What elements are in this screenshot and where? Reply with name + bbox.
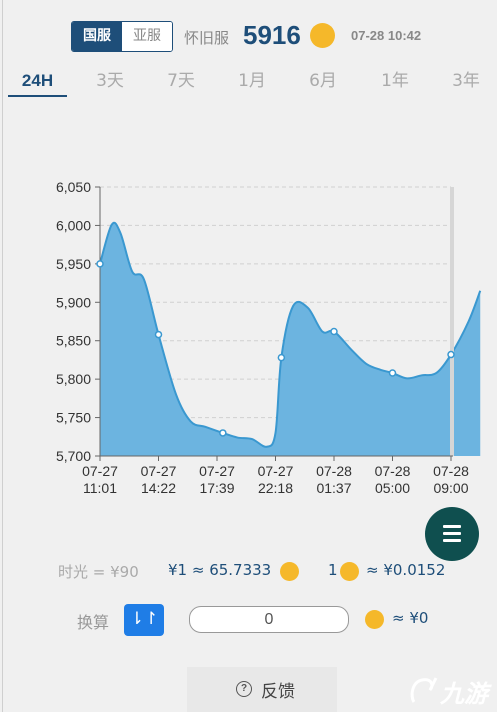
tab-1m[interactable]: 1月 [238, 71, 266, 91]
region-tab-asia[interactable]: 亚服 [122, 22, 172, 51]
amount-input[interactable] [189, 606, 349, 633]
header: 国服 亚服 怀旧服 5916 07-28 10:42 [0, 20, 497, 52]
time-rate-text: 时光 = ¥90 [58, 563, 139, 581]
data-point [330, 327, 338, 336]
gold-coin-icon [310, 23, 335, 48]
x-tick-date: 07-27 [141, 463, 177, 479]
x-tick-date: 07-27 [258, 463, 294, 479]
data-point [277, 353, 286, 362]
data-point [96, 260, 104, 268]
x-tick-date: 07-28 [316, 463, 352, 479]
data-point [154, 330, 163, 339]
y-tick-label: 6,000 [56, 217, 91, 233]
swap-button[interactable]: ⇂↾ [124, 604, 164, 636]
y-tick-label: 5,700 [56, 448, 91, 464]
gold-to-rmb-rate: ≈ ¥0.0152 [366, 561, 446, 579]
page-edge-divider [2, 0, 3, 712]
y-tick-label: 5,800 [56, 371, 91, 387]
tab-3d[interactable]: 3天 [96, 71, 124, 91]
price-chart: 5,700 5,750 5,800 5,850 5,900 5,950 6,000 6,050… [56, 179, 482, 496]
x-tick-date: 07-27 [199, 463, 235, 479]
x-tick-time: 14:22 [141, 480, 176, 496]
timestamp: 07-28 10:42 [351, 28, 422, 43]
x-tick-time: 01:37 [316, 480, 351, 496]
menu-button[interactable] [425, 507, 479, 561]
converter: 换算 ⇂↾ ≈ ¥0 [0, 604, 497, 636]
gold-coin-icon [340, 562, 359, 581]
watermark-logo: 九游 [410, 677, 492, 708]
exchange-rates: 时光 = ¥90 ¥1 ≈ 65.7333 1 ≈ ¥0.0152 [0, 561, 497, 583]
swap-icon: ⇂↾ [129, 609, 159, 629]
x-tick-time: 17:39 [199, 480, 234, 496]
region-toggle: 国服 亚服 [71, 21, 173, 52]
gold-coin-icon [280, 562, 299, 581]
tab-3y[interactable]: 3年 [452, 71, 480, 91]
conversion-result: ≈ ¥0 [392, 609, 429, 627]
tab-24h[interactable]: 24H [21, 71, 54, 90]
tab-6m[interactable]: 6月 [309, 71, 337, 91]
x-tick-date: 07-27 [82, 463, 118, 479]
watermark-text: 九游 [439, 680, 492, 708]
rmb-to-gold-rate: ¥1 ≈ 65.7333 [168, 561, 272, 579]
tab-7d[interactable]: 7天 [167, 71, 195, 91]
feedback-button[interactable]: ? 反馈 [236, 676, 295, 702]
x-tick-time: 22:18 [258, 480, 293, 496]
server-label: 怀旧服 [184, 29, 230, 47]
gold-coin-icon [365, 610, 384, 629]
data-point [219, 429, 227, 437]
x-tick-time: 09:00 [433, 480, 468, 496]
x-tick-time: 11:01 [83, 480, 117, 496]
y-tick-label: 5,850 [56, 333, 91, 349]
help-circle-icon: ? [236, 681, 252, 697]
footer-bar [187, 667, 337, 712]
y-tick-label: 5,950 [56, 256, 91, 272]
range-tabs: 24H 3天 7天 1月 6月 1年 3年 [8, 66, 497, 98]
price-area [100, 222, 481, 456]
data-point [388, 369, 397, 377]
y-tick-label: 5,750 [56, 410, 91, 426]
tab-1y[interactable]: 1年 [381, 71, 409, 91]
convert-label: 换算 [77, 613, 110, 632]
data-point [447, 350, 455, 359]
feedback-label: 反馈 [261, 681, 295, 702]
active-tab-underline [8, 95, 67, 97]
gold-amount-one: 1 [328, 561, 338, 579]
x-tick-date: 07-28 [375, 463, 411, 479]
region-tab-cn[interactable]: 国服 [72, 22, 122, 51]
x-tick-time: 05:00 [375, 480, 410, 496]
y-tick-label: 5,900 [56, 294, 91, 310]
x-tick-date: 07-28 [433, 463, 469, 479]
y-tick-label: 6,050 [56, 179, 91, 195]
current-price: 5916 [243, 20, 301, 50]
plot-right-edge [450, 187, 454, 456]
